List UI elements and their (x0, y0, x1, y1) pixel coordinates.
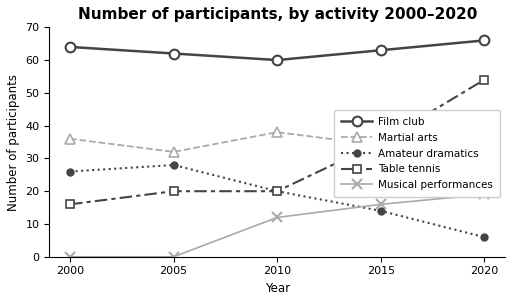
Martial arts (170, 150, 177, 154)
X-axis label: Year: Year (265, 282, 290, 295)
Line: Table tennis: Table tennis (66, 76, 488, 208)
Martial arts (274, 130, 280, 134)
Table tennis (67, 203, 73, 206)
Musical performances (170, 255, 177, 259)
Amateur dramatics (481, 235, 487, 239)
Line: Film club: Film club (65, 36, 489, 65)
Musical performances (67, 255, 73, 259)
Musical performances (378, 203, 384, 206)
Table tennis (481, 78, 487, 82)
Line: Martial arts: Martial arts (65, 127, 489, 157)
Martial arts (67, 137, 73, 140)
Musical performances (481, 193, 487, 196)
Amateur dramatics (67, 170, 73, 173)
Martial arts (481, 137, 487, 140)
Film club (170, 52, 177, 55)
Martial arts (378, 143, 384, 147)
Film club (481, 39, 487, 42)
Musical performances (274, 216, 280, 219)
Film club (378, 48, 384, 52)
Line: Amateur dramatics: Amateur dramatics (67, 162, 488, 241)
Legend: Film club, Martial arts, Amateur dramatics, Table tennis, Musical performances: Film club, Martial arts, Amateur dramati… (334, 110, 500, 197)
Amateur dramatics (378, 209, 384, 213)
Line: Musical performances: Musical performances (65, 190, 489, 262)
Film club (67, 45, 73, 49)
Film club (274, 58, 280, 62)
Title: Number of participants, by activity 2000–2020: Number of participants, by activity 2000… (77, 7, 477, 22)
Y-axis label: Number of participants: Number of participants (7, 73, 20, 210)
Table tennis (378, 140, 384, 144)
Table tennis (170, 189, 177, 193)
Amateur dramatics (274, 189, 280, 193)
Table tennis (274, 189, 280, 193)
Amateur dramatics (170, 163, 177, 167)
